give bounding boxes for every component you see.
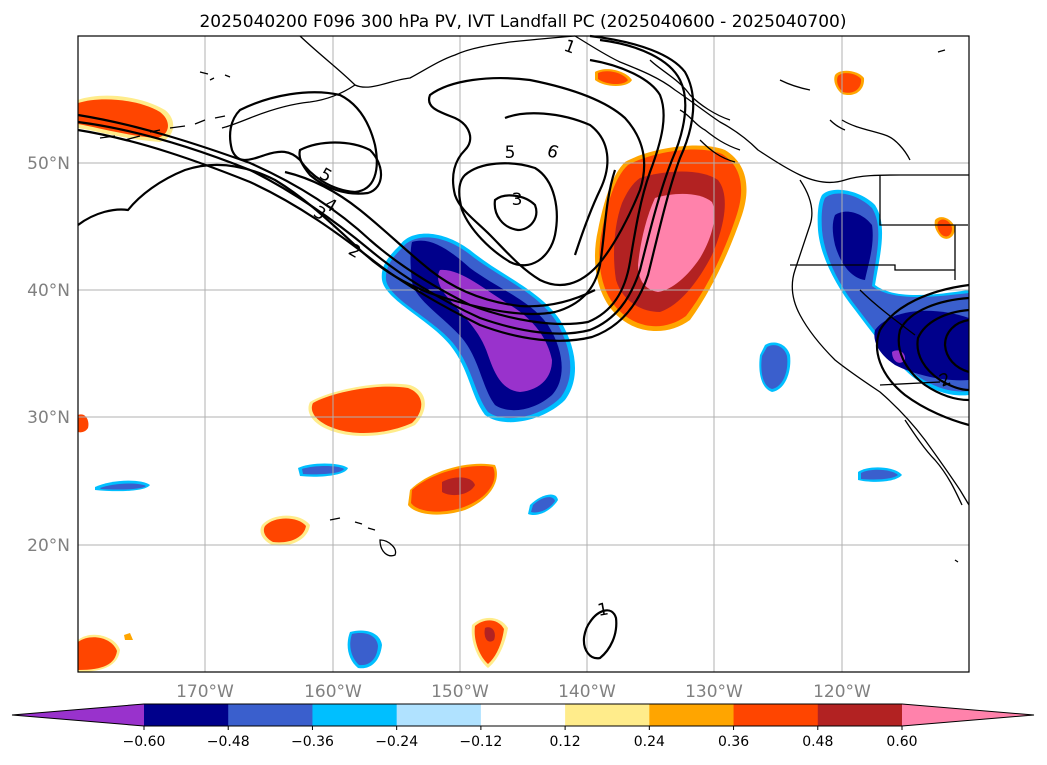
pv-fill-positive <box>484 627 495 642</box>
ivt-contour <box>284 170 596 308</box>
ivt-contour <box>897 296 970 402</box>
ivt-contour <box>458 162 558 267</box>
border <box>841 119 911 161</box>
ivt-contour <box>298 141 383 195</box>
coastline <box>779 79 846 131</box>
pv-fill-negative <box>832 211 873 280</box>
colorbar-tick-label: −0.12 <box>459 734 502 750</box>
colorbar-tick-label: 0.48 <box>802 734 833 750</box>
coastlines <box>99 35 970 563</box>
hawaii <box>329 517 397 557</box>
colorbar-tick-label: −0.48 <box>207 734 250 750</box>
state-border <box>790 264 955 271</box>
colorbar-segment <box>228 704 313 726</box>
pv-fill-positive <box>78 99 168 138</box>
lon-label: 150°W <box>431 682 489 702</box>
map-frame <box>77 35 970 673</box>
pv-fill-positive <box>124 633 133 640</box>
pv-fill-negative <box>350 633 378 666</box>
ivt-contour <box>493 194 538 232</box>
ivt-contour <box>943 318 970 374</box>
colorbar-segment <box>312 704 398 726</box>
ivt-contour <box>77 34 695 342</box>
colorbar-extend-low <box>12 704 144 726</box>
colorbar-tick-label: 0.12 <box>550 734 581 750</box>
pv-fill-negative <box>100 483 146 490</box>
pv-fill-positive <box>638 193 715 292</box>
pv-fill-positive <box>837 73 862 93</box>
lon-label: 130°W <box>685 682 743 702</box>
pv-fill-negative <box>874 310 969 381</box>
coastline <box>904 419 963 506</box>
gridlines <box>78 36 969 672</box>
ivt-contour <box>427 77 646 287</box>
ivt-contour <box>77 58 665 326</box>
lon-label: 140°W <box>558 682 616 702</box>
pv-fill-positive <box>78 637 117 670</box>
coastline <box>699 139 736 163</box>
ivt-contour <box>77 38 687 335</box>
lon-label: 160°W <box>304 682 362 702</box>
lat-label: 50°N <box>27 154 70 174</box>
colorbar: −0.60 −0.48 −0.36 −0.24 −0.12 0.12 0.24 0.36 0.4… <box>11 703 1035 750</box>
lon-label: 120°W <box>813 682 871 702</box>
aleutian-islands <box>99 115 226 141</box>
lat-label: 40°N <box>27 281 70 301</box>
colorbar-tick-label: −0.24 <box>375 734 418 750</box>
coastline <box>221 84 356 129</box>
contour-label: 5 <box>505 143 516 163</box>
colorbar-tick-label: −0.36 <box>291 734 334 750</box>
lat-label: 20°N <box>27 536 70 556</box>
ivt-contours <box>77 34 970 660</box>
islands <box>937 49 959 563</box>
colorbar-segment <box>565 704 650 726</box>
state-border <box>879 175 968 226</box>
colorbar-segment <box>144 704 229 726</box>
colorbar-segment <box>733 704 819 726</box>
ivt-contour <box>916 308 970 392</box>
pv-fill-negative <box>861 469 898 480</box>
contour-label: 1 <box>596 599 610 621</box>
coastline <box>574 35 969 184</box>
pv-fill-positive <box>263 518 306 543</box>
coastline <box>679 109 741 151</box>
ivt-contour <box>504 112 609 256</box>
lon-label: 170°W <box>176 682 234 702</box>
pv-fill-positive <box>598 71 628 85</box>
pv-fill-positive <box>311 386 422 434</box>
coastline <box>649 59 731 121</box>
ivt-contour <box>582 609 618 660</box>
pv-fill-positive <box>78 414 89 433</box>
state-border <box>859 289 916 336</box>
pv-fill-negative <box>761 345 788 389</box>
coastline <box>791 179 970 506</box>
islands <box>199 71 231 81</box>
colorbar-segment <box>817 704 903 726</box>
pv-fill-negative <box>531 497 555 513</box>
pv-fill-positive <box>442 477 475 496</box>
contour-label: 3 <box>512 190 523 210</box>
country-border <box>879 381 941 386</box>
colorbar-segment <box>480 704 566 726</box>
ivt-contour <box>229 91 378 194</box>
colorbar-segment <box>396 704 482 726</box>
colorbar-extend-high <box>902 704 1034 726</box>
colorbar-tick-label: 0.36 <box>718 734 749 750</box>
pv-fill-positive <box>937 219 952 237</box>
colorbar-tick-label: 0.24 <box>634 734 665 750</box>
ivt-contour <box>77 163 617 316</box>
coastline <box>299 35 576 88</box>
figure-title: 2025040200 F096 300 hPa PV, IVT Landfall… <box>199 12 846 32</box>
colorbar-segment <box>649 704 735 726</box>
pv-fill-positive <box>474 620 504 664</box>
colorbar-tick-label: −0.60 <box>123 734 166 750</box>
colorbar-tick-label: 0.60 <box>886 734 917 750</box>
lat-labels: 50°N 40°N 30°N 20°N <box>27 154 70 556</box>
ivt-contour <box>875 283 970 427</box>
lon-labels: 170°W 160°W 150°W 140°W 130°W 120°W <box>176 682 871 702</box>
lat-label: 30°N <box>27 408 70 428</box>
map-panel: 1 2 3 4 5 6 5 3 2 1 <box>77 34 970 673</box>
